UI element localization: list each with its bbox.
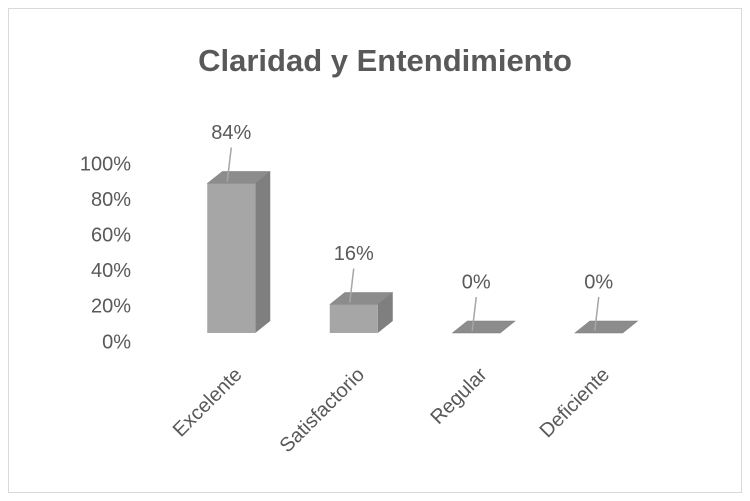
bar [451, 320, 516, 334]
y-tick-label: 60% [91, 224, 131, 246]
leader-line [471, 296, 477, 332]
y-tick-label: 0% [102, 331, 131, 353]
bar-side [255, 171, 271, 333]
bar-top [451, 320, 516, 334]
value-label: 0% [462, 271, 491, 293]
y-tick-label: 100% [80, 153, 131, 175]
leader-line [349, 268, 355, 303]
chart-border [8, 8, 742, 493]
y-tick-label: 20% [91, 296, 131, 318]
leader-line [226, 147, 232, 182]
value-label: 16% [334, 243, 374, 265]
chart-title: Claridad y Entendimiento [198, 43, 572, 78]
bar [329, 292, 394, 333]
y-tick-label: 80% [91, 189, 131, 211]
value-label: 0% [584, 271, 613, 293]
y-tick-label: 40% [91, 260, 131, 282]
bar-front [207, 183, 256, 333]
bar-front [329, 304, 378, 333]
bar [574, 320, 639, 334]
bar-top [574, 320, 639, 334]
leader-line [594, 296, 600, 332]
bar-side [377, 292, 393, 333]
bar [206, 171, 271, 333]
value-label: 84% [211, 122, 251, 144]
